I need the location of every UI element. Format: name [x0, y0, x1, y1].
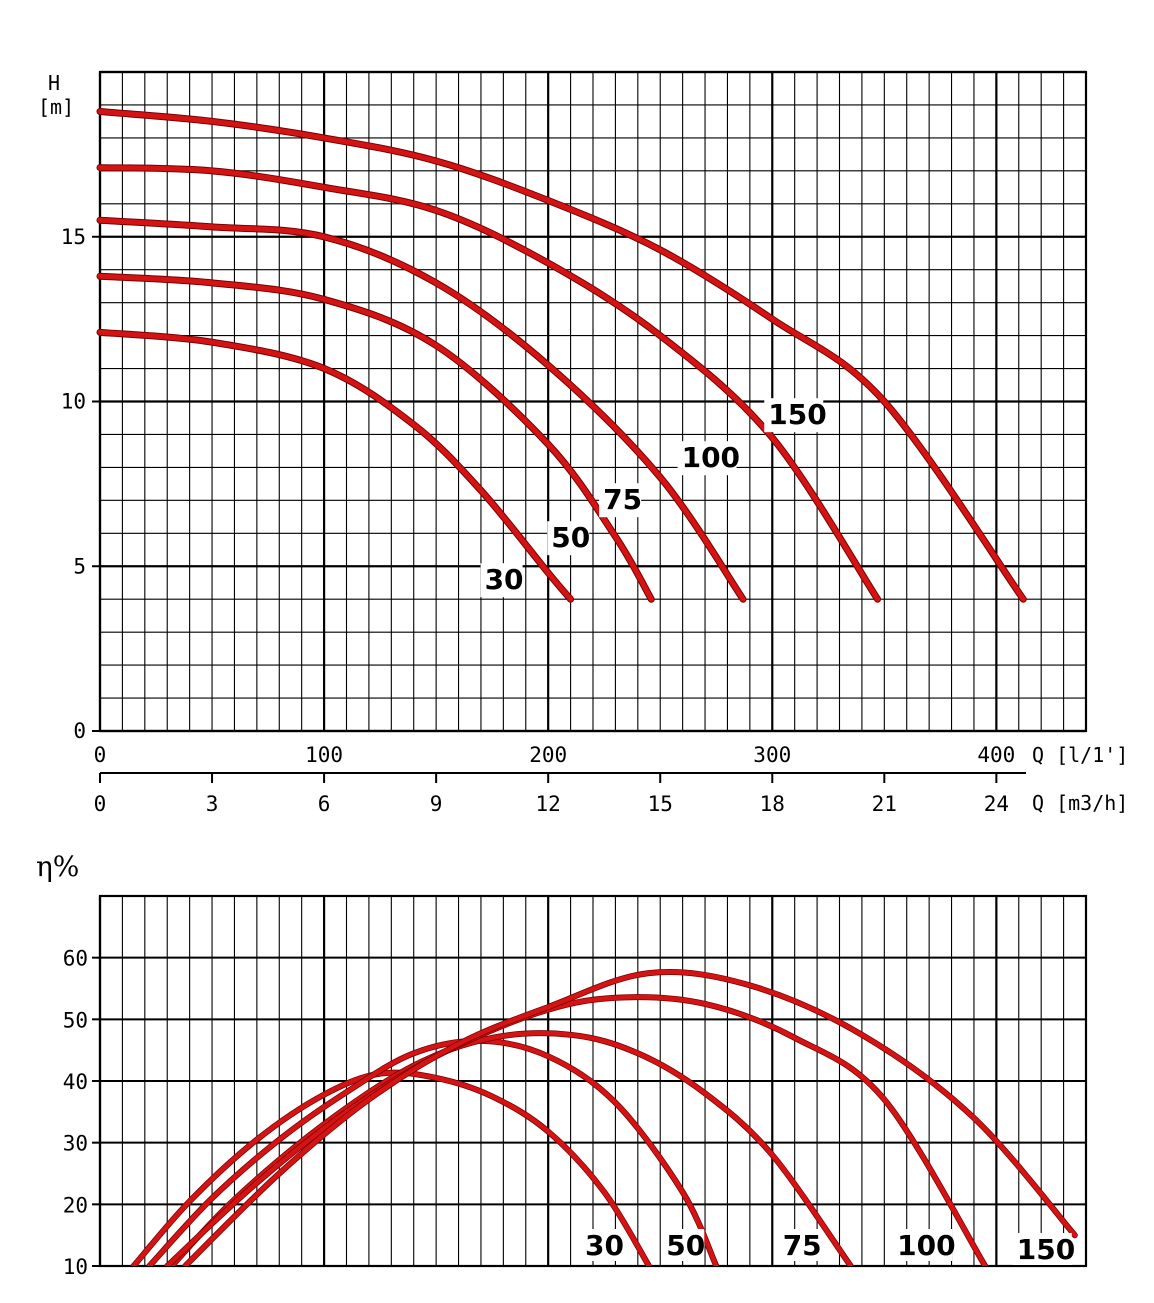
x-tick-label: 100	[305, 743, 343, 767]
secondary-x-axis: 0 3 6 9 12 15 18 21 24	[94, 772, 1026, 816]
y-tick-label: 10	[63, 1255, 88, 1279]
curve-label-bg	[547, 521, 590, 556]
curve-label-bg	[764, 398, 824, 433]
efficiency-chart-ticks: 10 20 30 40 50 60	[63, 947, 100, 1279]
secondary-tick-label: 18	[760, 792, 785, 816]
head-curves: 30 50 75 100 150	[96, 108, 1027, 603]
head-curve-50	[97, 273, 654, 602]
x-tick-label: 400	[977, 743, 1015, 767]
x-tick-label: 300	[753, 743, 791, 767]
efficiency-curve-50	[147, 1038, 719, 1266]
head-curve-label-150: 150	[768, 398, 826, 431]
curve-label-bg	[1012, 1233, 1072, 1265]
secondary-tick-label: 21	[872, 792, 897, 816]
efficiency-curve-label-30: 30	[585, 1229, 624, 1262]
efficiency-axis-title: η%	[36, 850, 79, 883]
x-axis-title-secondary: Q [m3/h]	[1032, 791, 1128, 815]
head-curve-30	[97, 329, 574, 602]
efficiency-curve-label-75: 75	[783, 1229, 822, 1262]
y-axis-unit: [m]	[38, 95, 74, 119]
efficiency-curve-150	[182, 969, 1078, 1266]
head-curve-label-50: 50	[551, 521, 590, 554]
secondary-tick-label: 24	[984, 792, 1009, 816]
efficiency-curve-75-outline	[168, 1030, 854, 1266]
curve-label-bg	[599, 483, 642, 518]
secondary-tick-label: 0	[94, 792, 107, 816]
curve-label-bg	[677, 441, 737, 476]
head-curve-150	[97, 109, 1026, 602]
y-tick-label: 5	[73, 554, 86, 578]
x-tick-label: 0	[94, 743, 107, 767]
head-curve-label-100: 100	[682, 441, 740, 474]
head-curve-label-75: 75	[603, 483, 642, 516]
efficiency-curve-label-150: 150	[1017, 1233, 1075, 1266]
secondary-tick-label: 12	[536, 792, 561, 816]
y-tick-label: 0	[73, 719, 86, 743]
curve-label-bg	[480, 563, 523, 598]
efficiency-chart: 10 20 30 40 50 60 η% 30 50 75 100 150	[36, 850, 1088, 1279]
x-axis-title-primary: Q [l/1']	[1032, 743, 1128, 767]
y-axis-title: H	[48, 71, 60, 95]
secondary-tick-label: 15	[648, 792, 673, 816]
efficiency-curve-label-100: 100	[897, 1229, 955, 1262]
y-tick-label: 60	[63, 947, 88, 971]
y-tick-label: 15	[61, 225, 86, 249]
head-curve-label-30: 30	[485, 563, 524, 596]
efficiency-curves	[130, 969, 1078, 1266]
x-tick-label: 200	[529, 743, 567, 767]
curve-label-bg	[581, 1229, 624, 1261]
head-curve-100	[97, 165, 881, 602]
secondary-tick-label: 3	[206, 792, 219, 816]
curve-label-bg	[893, 1229, 953, 1261]
head-chart-major-grid	[98, 70, 1088, 733]
y-tick-label: 20	[63, 1193, 88, 1217]
efficiency-curve-75	[169, 1031, 853, 1266]
head-chart-labels: H [m] Q [l/1'] Q [m3/h]	[38, 71, 1128, 815]
y-tick-label: 10	[61, 390, 86, 414]
head-curve-75	[97, 217, 746, 602]
efficiency-curve-label-50: 50	[666, 1229, 705, 1262]
y-tick-label: 50	[63, 1008, 88, 1032]
y-tick-label: 40	[63, 1070, 88, 1094]
curve-label-bg	[778, 1229, 821, 1261]
secondary-tick-label: 9	[430, 792, 443, 816]
curve-label-bg	[662, 1229, 705, 1261]
secondary-tick-label: 6	[318, 792, 331, 816]
efficiency-curve-100	[164, 994, 988, 1266]
y-tick-label: 30	[63, 1132, 88, 1156]
